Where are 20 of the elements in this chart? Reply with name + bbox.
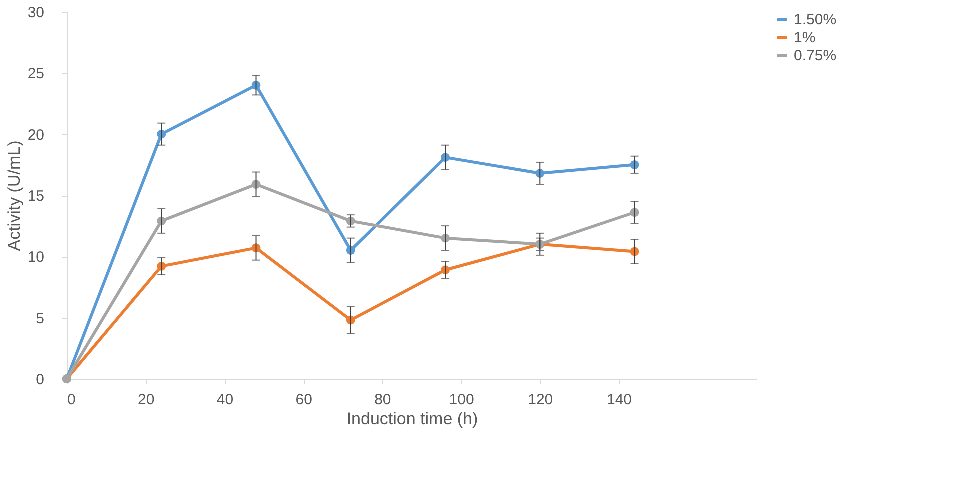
y-tick-label: 30 [28, 4, 44, 22]
legend-label: 1.50% [794, 12, 837, 28]
y-tick-label: 15 [28, 188, 44, 205]
y-tick-label: 20 [28, 126, 44, 144]
x-tick-label: 40 [216, 392, 234, 408]
legend-label: 1% [794, 30, 816, 46]
x-tick-label: 140 [606, 392, 632, 408]
x-tick-label: 120 [528, 392, 554, 408]
x-tick-label: 80 [374, 392, 392, 408]
x-axis-title: Induction time (h) [346, 410, 478, 428]
y-tick-label: 10 [28, 249, 44, 266]
y-tick-label: 0 [36, 372, 44, 388]
x-tick-label: 0 [68, 392, 76, 408]
legend-label: 0.75% [794, 48, 837, 64]
y-axis-title: Activity (U/mL) [4, 140, 24, 252]
x-tick-label: 20 [138, 392, 155, 408]
x-tick-label: 60 [296, 392, 312, 408]
y-tick-label: 25 [28, 66, 44, 83]
x-tick-label: 100 [449, 392, 474, 408]
y-tick-label: 5 [36, 310, 44, 328]
